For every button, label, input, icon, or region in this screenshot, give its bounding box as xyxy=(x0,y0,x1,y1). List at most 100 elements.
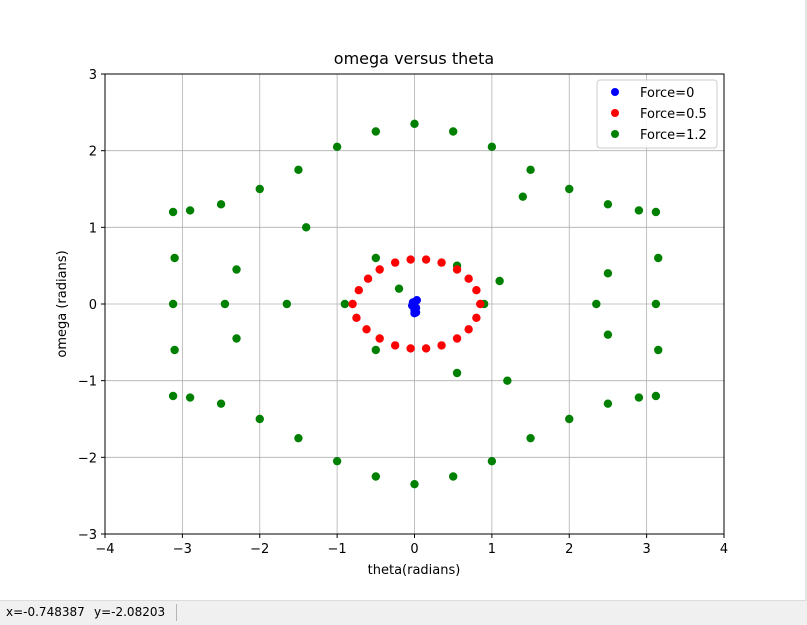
y-tick-label: −2 xyxy=(78,451,97,466)
data-point xyxy=(654,345,663,355)
x-axis-label: theta(radians) xyxy=(368,563,461,578)
data-point xyxy=(464,274,473,283)
data-point xyxy=(348,299,357,309)
data-point xyxy=(452,368,462,378)
figure-canvas[interactable]: omega versus theta −4 −3 −2 −1 0 1 2 3 4 −3 −2 −1 0 1… xyxy=(5,0,805,600)
data-point xyxy=(390,341,400,350)
data-point xyxy=(651,207,661,217)
data-point xyxy=(437,341,446,350)
data-point xyxy=(437,258,446,267)
y-tick-label: 0 xyxy=(89,298,97,313)
legend-label: Force=0.5 xyxy=(640,107,707,122)
data-point xyxy=(340,299,350,309)
x-tick-label: 0 xyxy=(410,542,418,557)
data-point xyxy=(603,399,613,408)
data-point xyxy=(375,265,384,274)
data-point xyxy=(410,119,419,129)
legend-marker xyxy=(611,130,619,138)
chart-title: omega versus theta xyxy=(334,49,494,68)
x-tick-label: 3 xyxy=(642,542,650,557)
data-point xyxy=(526,165,535,175)
background-window-edge-right xyxy=(805,0,807,600)
data-point xyxy=(232,334,241,343)
data-point xyxy=(185,393,195,402)
data-point xyxy=(168,391,178,401)
data-point xyxy=(487,142,497,152)
x-tick-label: 4 xyxy=(720,542,728,557)
data-point xyxy=(565,414,574,424)
data-point xyxy=(301,223,311,232)
status-bar: x=-0.748387 y=-2.08203 xyxy=(0,600,807,625)
data-point xyxy=(634,393,644,402)
data-point xyxy=(352,313,361,322)
data-point xyxy=(332,142,342,152)
data-point xyxy=(232,265,241,274)
series-0 xyxy=(407,295,422,318)
data-point xyxy=(371,253,381,263)
data-point xyxy=(464,325,473,334)
data-point xyxy=(354,286,363,295)
data-point xyxy=(487,456,497,466)
data-point xyxy=(255,414,264,424)
x-tick-label: 1 xyxy=(488,542,496,557)
legend-marker xyxy=(611,88,619,96)
x-tick-label: −3 xyxy=(173,542,192,557)
data-point xyxy=(603,330,613,339)
data-point xyxy=(375,334,384,343)
x-tick-label: −1 xyxy=(328,542,347,557)
data-point xyxy=(411,308,421,317)
data-point xyxy=(603,269,613,278)
y-axis-label: omega (radians) xyxy=(55,250,70,357)
data-point xyxy=(220,299,230,309)
y-tick-label: −3 xyxy=(78,528,97,543)
data-point xyxy=(406,255,415,264)
status-separator xyxy=(176,604,177,621)
x-tick-label: 2 xyxy=(565,542,573,557)
data-point xyxy=(332,456,342,466)
data-point xyxy=(634,206,644,215)
legend-marker xyxy=(611,109,619,117)
data-point xyxy=(476,299,485,309)
data-point xyxy=(421,255,431,264)
x-tick-label: −4 xyxy=(95,542,114,557)
data-point xyxy=(651,299,661,309)
cursor-y-readout: y=-2.08203 xyxy=(94,605,166,619)
data-point xyxy=(407,301,417,310)
data-point xyxy=(282,299,292,309)
data-point xyxy=(410,479,419,489)
cursor-x-readout: x=-0.748387 xyxy=(6,605,85,619)
y-tick-label: 1 xyxy=(89,221,97,236)
data-point xyxy=(394,284,404,293)
data-point xyxy=(448,472,458,481)
data-point xyxy=(472,286,481,295)
data-point xyxy=(371,345,381,355)
legend-frame xyxy=(596,79,718,149)
data-point xyxy=(651,391,661,401)
y-tick-label: 2 xyxy=(89,145,97,160)
data-point xyxy=(168,299,178,309)
series-1 xyxy=(348,255,485,353)
data-point xyxy=(170,253,179,263)
data-point xyxy=(185,206,195,215)
data-point xyxy=(592,299,601,309)
data-point xyxy=(565,184,574,194)
legend-label: Force=1.2 xyxy=(640,128,707,143)
data-point xyxy=(168,207,178,217)
data-point xyxy=(452,265,462,274)
data-point xyxy=(216,399,226,408)
data-point xyxy=(503,376,512,385)
data-point xyxy=(526,433,535,443)
data-point xyxy=(294,433,303,443)
data-point xyxy=(472,313,481,322)
data-point xyxy=(448,127,458,136)
data-point xyxy=(170,345,179,355)
data-point xyxy=(654,253,663,263)
series-layer xyxy=(168,119,663,489)
y-tick-label: −1 xyxy=(78,375,97,390)
data-point xyxy=(603,200,613,209)
data-point xyxy=(452,334,462,343)
scatter-chart: omega versus theta −4 −3 −2 −1 0 1 2 3 4−3−2−101… xyxy=(55,49,728,578)
data-point xyxy=(390,258,400,267)
data-point xyxy=(406,344,415,353)
